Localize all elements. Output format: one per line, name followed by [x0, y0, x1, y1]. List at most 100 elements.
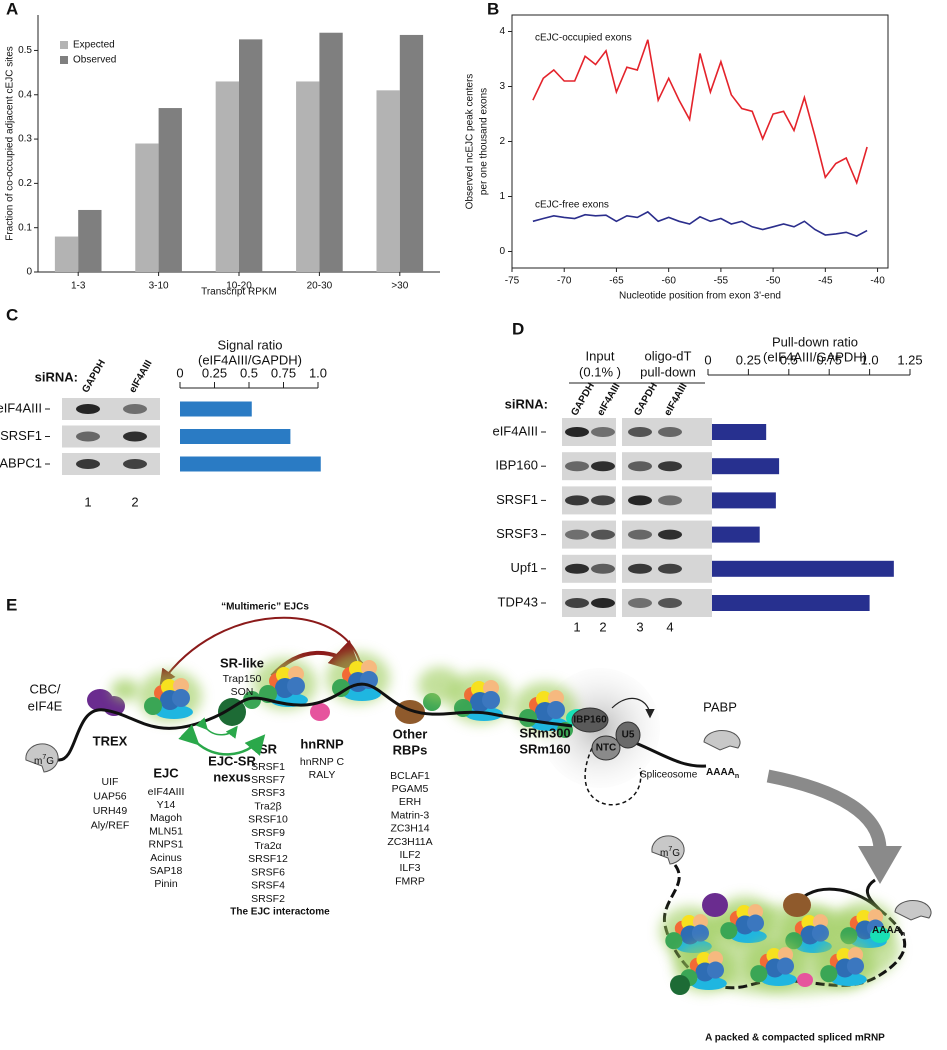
cap-protein [651, 835, 685, 865]
group-member: SRSF7 [251, 774, 285, 786]
bar [180, 456, 321, 472]
bar [180, 429, 291, 444]
rna-loop [584, 747, 642, 806]
group-member: SRSF9 [251, 827, 285, 839]
x-tick-label: 0.25 [202, 365, 227, 380]
cap-text: m [34, 756, 42, 767]
bar [708, 424, 767, 440]
x-tick-label: -50 [766, 276, 781, 287]
spliceosome-part-label: U5 [622, 730, 635, 741]
polya-text: AAAA [706, 767, 735, 778]
x-tick-label: 10-20 [226, 281, 252, 292]
blot-band [591, 529, 615, 540]
spliceosome-label: Spliceosome [640, 770, 698, 781]
nexus-label: EJC-SR [208, 753, 256, 768]
blot-band [565, 563, 589, 574]
cbc-label: eIF4E [28, 698, 63, 713]
blot-band [565, 461, 589, 472]
blot-band [76, 431, 100, 442]
x-tick-label: -60 [661, 276, 676, 287]
group-member: Aly/REF [91, 819, 130, 831]
x-tick-label: 20-30 [307, 281, 333, 292]
row-label: PABPC1 [0, 455, 42, 470]
y-tick-label: 3 [499, 81, 505, 92]
panel-letter: D [512, 319, 524, 338]
cap-text: 7 [42, 754, 46, 761]
panel-letter: A [6, 0, 18, 18]
protein [310, 703, 330, 721]
y-tick-label: 0.1 [18, 222, 32, 233]
group-member: URH49 [93, 805, 128, 817]
group-member: ILF3 [399, 862, 420, 874]
group-member: Tra2β [254, 800, 281, 812]
group-label: pull-down [640, 364, 696, 379]
protein [830, 972, 867, 987]
y-tick-label: 4 [499, 26, 505, 37]
group-member: ZC3H11A [387, 836, 432, 848]
x-tick-label: >30 [391, 281, 408, 292]
x-tick-label: -55 [714, 276, 729, 287]
group-member: ERH [399, 796, 421, 808]
blot-band [591, 563, 615, 574]
group-member: UAP56 [93, 790, 126, 802]
blot-band [591, 461, 615, 472]
blot-band [658, 427, 682, 437]
x-tick-label: 1.0 [309, 365, 327, 380]
transition-arrow [766, 769, 887, 851]
protein [797, 973, 813, 987]
chart-title: Pull-down ratio [772, 334, 858, 349]
x-tick-label: -70 [557, 276, 572, 287]
bar [296, 81, 320, 272]
blot-band [591, 427, 615, 437]
protein [144, 697, 162, 715]
diagram-title: The EJC interactome [230, 907, 330, 918]
lane-number: 1 [84, 494, 91, 509]
y-axis-label: Fraction of co-occupied adjacent cEJC si… [5, 46, 16, 241]
splice-arrow [611, 697, 655, 719]
protein [482, 691, 500, 709]
x-tick-label: 0.75 [817, 352, 842, 367]
y-tick-label: 0 [26, 267, 32, 278]
multimeric-label: “Multimeric” EJCs [221, 602, 309, 613]
cap-label: m7G [34, 754, 54, 767]
legend-swatch [60, 56, 68, 64]
bar [78, 209, 102, 272]
y-tick-label: 0.3 [18, 134, 32, 145]
blot-band [628, 563, 652, 574]
lane-label: GAPDH [632, 381, 660, 418]
lane-number: 3 [636, 619, 643, 634]
x-tick-label: -75 [505, 276, 520, 287]
srm-label: SRm160 [519, 741, 570, 756]
y-tick-label: 0 [499, 246, 505, 257]
polya-label: AAAAn [706, 767, 739, 780]
blot-strip [62, 453, 160, 475]
blot-band [591, 598, 615, 608]
group-member: eIF4AIII [148, 786, 185, 798]
group-member: SRSF12 [248, 853, 288, 865]
protein [760, 972, 797, 987]
row-label: SRSF1 [0, 428, 42, 443]
spliceosome-part-label: NTC [596, 743, 617, 754]
blot-band [658, 598, 682, 608]
pabp-label: PABP [703, 699, 737, 714]
nexus-label: nexus [213, 769, 251, 784]
srm-label: SRm300 [519, 725, 570, 740]
blot-band [628, 461, 652, 472]
blot-strip [62, 398, 160, 420]
group-member: Magoh [150, 812, 182, 824]
row-label: eIF4AIII [492, 423, 538, 438]
blot-band [628, 529, 652, 540]
group-member: Matrin-3 [391, 809, 430, 821]
group-label: (0.1% ) [579, 364, 621, 379]
blot-band [628, 427, 652, 437]
row-label: SRSF1 [496, 492, 538, 507]
protein [691, 924, 709, 942]
lane-label: eIF4AIII [662, 381, 689, 417]
diagram-title: A packed & compacted spliced mRNP [705, 1033, 885, 1044]
protein [670, 975, 690, 995]
protein [783, 893, 811, 917]
blot-band [658, 461, 682, 472]
group-name: EJC [153, 765, 179, 780]
blot-band [658, 563, 682, 574]
bar [180, 401, 252, 417]
